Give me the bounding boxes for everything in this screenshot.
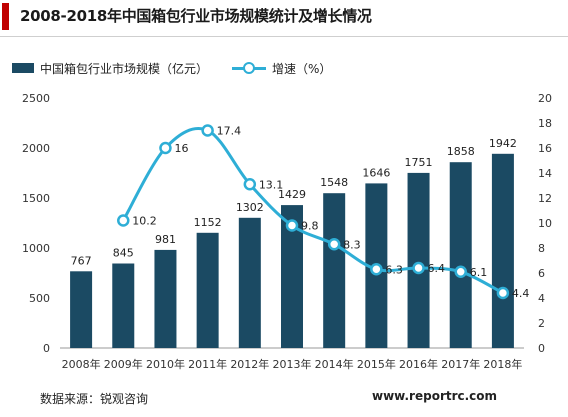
- line-value-label: 13.1: [259, 178, 284, 191]
- y-left-tick-label: 1000: [22, 242, 50, 255]
- bar: [112, 263, 135, 348]
- line-value-label: 8.3: [343, 238, 361, 251]
- x-tick-label: 2012年: [230, 357, 269, 371]
- legend-bar-swatch: [12, 63, 34, 73]
- bar-value-label: 845: [113, 247, 134, 260]
- line-value-label: 6.4: [428, 262, 446, 275]
- x-tick-label: 2017年: [441, 357, 480, 371]
- legend-item-bar: 中国箱包行业市场规模（亿元）: [12, 58, 208, 78]
- y-right-tick-label: 20: [538, 92, 552, 105]
- y-right-tick-label: 2: [538, 317, 545, 330]
- y-left-tick-label: 0: [43, 342, 50, 355]
- line-point: [243, 178, 257, 191]
- bar: [196, 232, 219, 348]
- line-value-label: 16: [174, 142, 188, 155]
- y-left-tick-label: 500: [29, 292, 50, 305]
- website-url: www.reportrc.com: [372, 389, 498, 403]
- bar-value-label: 1751: [405, 156, 433, 169]
- y-left-tick-label: 1500: [22, 192, 50, 205]
- y-left-tick-label: 2000: [22, 142, 50, 155]
- y-right-tick-label: 8: [538, 242, 545, 255]
- title-bar: 2008-2018年中国箱包行业市场规模统计及增长情况: [0, 0, 568, 34]
- y-right-tick-label: 16: [538, 142, 552, 155]
- line-point: [412, 261, 425, 275]
- y-left-tick-label: 2500: [22, 92, 50, 105]
- x-tick-label: 2016年: [399, 357, 438, 371]
- y-right-tick-label: 10: [538, 217, 552, 230]
- line-value-label: 9.8: [301, 220, 319, 233]
- bar-value-label: 1646: [362, 166, 390, 179]
- bar: [323, 193, 346, 348]
- y-right-tick-label: 6: [538, 267, 545, 280]
- y-right-tick-label: 0: [538, 342, 545, 355]
- bar-value-label: 767: [71, 254, 92, 267]
- x-tick-label: 2009年: [104, 357, 143, 371]
- line-point: [496, 286, 510, 300]
- y-right-tick-label: 14: [538, 167, 552, 180]
- line-value-label: 6.1: [470, 266, 488, 279]
- growth-rate-line: [121, 127, 504, 295]
- x-tick-label: 2010年: [146, 357, 185, 371]
- title-accent-bar: [2, 3, 9, 30]
- bar: [491, 153, 514, 348]
- legend-line-label: 增速（%）: [272, 61, 332, 76]
- line-point: [370, 263, 383, 276]
- x-tick-label: 2014年: [315, 357, 354, 371]
- title-divider: [0, 36, 568, 37]
- chart-title: 2008-2018年中国箱包行业市场规模统计及增长情况: [20, 7, 372, 25]
- x-tick-label: 2015年: [357, 357, 396, 371]
- line-value-label: 6.3: [385, 263, 403, 276]
- x-tick-label: 2013年: [273, 357, 312, 371]
- x-tick-label: 2011年: [188, 357, 227, 371]
- line-value-label: 10.2: [132, 215, 157, 228]
- line-value-label: 17.4: [217, 125, 242, 138]
- legend-line-swatch: [232, 61, 266, 75]
- bar-value-label: 1429: [278, 188, 306, 201]
- line-value-label: 4.4: [512, 287, 529, 300]
- y-right-tick-label: 4: [538, 292, 545, 305]
- x-tick-label: 2008年: [62, 357, 101, 371]
- line-point: [201, 124, 214, 137]
- y-right-tick-label: 18: [538, 117, 552, 130]
- y-right-tick-label: 12: [538, 192, 552, 205]
- bar: [238, 217, 261, 348]
- bar: [281, 205, 303, 348]
- bar-value-label: 1942: [489, 137, 517, 150]
- line-point: [327, 238, 341, 251]
- legend-item-line: 增速（%）: [232, 58, 331, 78]
- x-tick-label: 2018年: [483, 357, 522, 371]
- bar: [154, 249, 177, 348]
- line-point: [117, 214, 130, 227]
- bar-value-label: 1302: [236, 201, 264, 214]
- bar-value-label: 1548: [320, 176, 348, 189]
- line-point: [454, 265, 467, 278]
- bar: [449, 162, 472, 348]
- bar-value-label: 981: [155, 233, 176, 246]
- bar: [407, 172, 430, 348]
- line-point: [159, 141, 172, 155]
- legend-bar-label: 中国箱包行业市场规模（亿元）: [40, 61, 209, 76]
- line-point: [285, 219, 299, 232]
- bar-value-label: 1152: [194, 216, 222, 229]
- bar: [70, 271, 93, 348]
- data-source: 数据来源：锐观咨询: [40, 392, 149, 406]
- bar-value-label: 1858: [447, 145, 475, 158]
